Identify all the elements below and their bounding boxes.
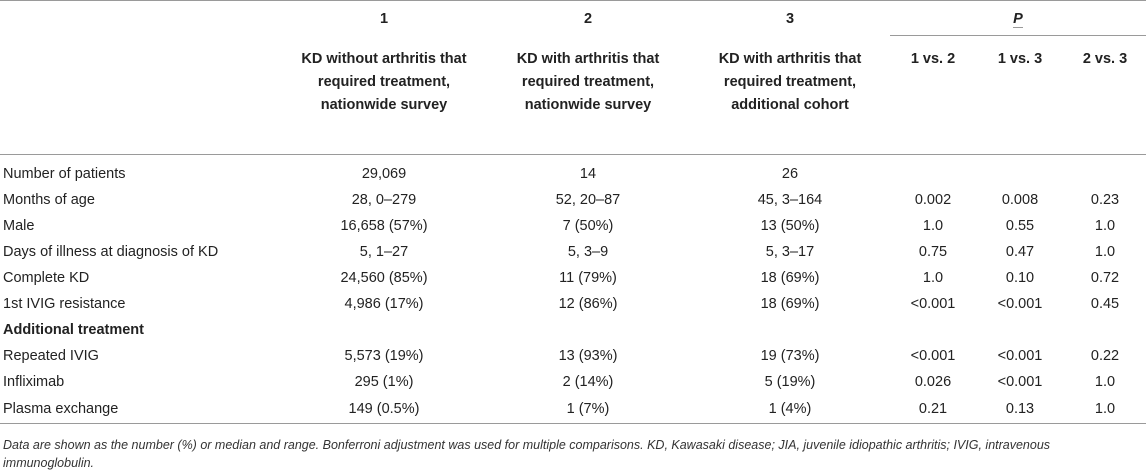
cell-p-1-vs-2: 1.0 <box>922 269 944 286</box>
header-desc-group-2: KD with arthritis that required treatmen… <box>486 36 690 155</box>
cell-group-3: 18 (69%) <box>760 295 820 312</box>
cell-p-1-vs-2: 1.0 <box>922 217 944 234</box>
cell-group-2: 52, 20–87 <box>555 191 621 208</box>
table-row: Months of age 28, 0–279 52, 20–87 45, 3–… <box>0 187 1146 213</box>
cell-p-2-vs-3 <box>1064 154 1146 187</box>
cell-p-1-vs-3 <box>976 154 1064 187</box>
table-row: 1st IVIG resistance 4,986 (17%) 12 (86%)… <box>0 291 1146 317</box>
cell-group-3: 1 (4%) <box>690 394 890 424</box>
section-label: Additional treatment <box>3 321 144 338</box>
table-row: Male 16,658 (57%) 7 (50%) 13 (50%) 1.0 0… <box>0 213 1146 239</box>
cell-group-3: 13 (50%) <box>760 217 820 234</box>
row-label: Plasma exchange <box>0 394 282 424</box>
cell-group-1: 4,986 (17%) <box>344 295 424 312</box>
table-row: Complete KD 24,560 (85%) 11 (79%) 18 (69… <box>0 265 1146 291</box>
cell-p-1-vs-2 <box>890 154 976 187</box>
header-group-2: 2 <box>486 0 690 36</box>
cell-group-1: 5, 1–27 <box>359 243 409 260</box>
cell-p-2-vs-3: 1.0 <box>1094 243 1116 260</box>
header-comparison-1-vs-2: 1 vs. 2 <box>890 36 976 155</box>
cell-group-3: 26 <box>781 165 799 182</box>
cell-group-1: 24,560 (85%) <box>340 269 428 286</box>
header-desc-corner <box>0 36 282 155</box>
cell-group-2: 7 (50%) <box>562 217 614 234</box>
row-label: Complete KD <box>3 269 90 286</box>
cell-group-3: 18 (69%) <box>760 269 820 286</box>
row-label: Number of patients <box>3 165 126 182</box>
cell-group-3: 5, 3–17 <box>765 243 815 260</box>
cell-group-2: 5, 3–9 <box>567 243 609 260</box>
row-label: 1st IVIG resistance <box>3 295 126 312</box>
header-group-row: 1 2 3 P <box>0 0 1146 36</box>
cell-p-2-vs-3: 0.23 <box>1090 191 1120 208</box>
header-description-row: KD without arthritis that required treat… <box>0 36 1146 155</box>
row-label: Days of illness at diagnosis of KD <box>3 243 219 260</box>
table-row: Number of patients 29,069 14 26 <box>0 154 1146 187</box>
cell-p-1-vs-3: 0.55 <box>1005 217 1035 234</box>
cell-p-1-vs-2: 0.75 <box>918 243 948 260</box>
table-row: Plasma exchange 149 (0.5%) 1 (7%) 1 (4%)… <box>0 394 1146 424</box>
cell-group-3: 19 (73%) <box>760 347 820 364</box>
cell-group-2: 12 (86%) <box>558 295 618 312</box>
comparison-table-container: 1 2 3 P KD without arthritis that requir… <box>0 0 1146 424</box>
cell-group-2: 2 (14%) <box>562 373 614 390</box>
header-group-1: 1 <box>282 0 486 36</box>
cell-group-1: 16,658 (57%) <box>340 217 428 234</box>
p-value-header-rule <box>890 35 1146 36</box>
cell-group-2: 14 <box>579 165 597 182</box>
header-comparison-1-vs-3: 1 vs. 3 <box>976 36 1064 155</box>
cell-group-1: 149 (0.5%) <box>282 394 486 424</box>
section-row: Additional treatment <box>0 317 1146 343</box>
cell-group-2: 1 (7%) <box>486 394 690 424</box>
header-comparison-2-vs-3: 2 vs. 3 <box>1064 36 1146 155</box>
header-desc-group-1: KD without arthritis that required treat… <box>282 36 486 155</box>
cell-p-2-vs-3: 1.0 <box>1094 217 1116 234</box>
cell-p-1-vs-3: <0.001 <box>997 347 1043 364</box>
cell-p-1-vs-3: 0.10 <box>1005 269 1035 286</box>
row-label: Male <box>3 217 35 234</box>
cell-group-2: 11 (79%) <box>559 269 617 286</box>
row-label: Infliximab <box>3 373 65 390</box>
comparison-table: 1 2 3 P KD without arthritis that requir… <box>0 0 1146 424</box>
cell-p-1-vs-2: 0.21 <box>890 394 976 424</box>
table-footnote: Data are shown as the number (%) or medi… <box>3 438 1051 470</box>
cell-p-1-vs-2: <0.001 <box>910 295 956 312</box>
header-p-value: P <box>890 0 1146 36</box>
cell-p-1-vs-3: 0.008 <box>1001 191 1039 208</box>
cell-group-3: 5 (19%) <box>764 373 816 390</box>
cell-p-1-vs-3: 0.47 <box>1005 243 1035 260</box>
cell-p-1-vs-3: <0.001 <box>997 295 1043 312</box>
cell-group-3: 45, 3–164 <box>757 191 823 208</box>
header-corner <box>0 0 282 36</box>
row-label: Repeated IVIG <box>3 347 99 364</box>
cell-p-2-vs-3: 0.22 <box>1090 347 1120 364</box>
cell-p-1-vs-3: <0.001 <box>997 373 1043 390</box>
table-row: Infliximab 295 (1%) 2 (14%) 5 (19%) 0.02… <box>0 369 1146 395</box>
cell-p-1-vs-3: 0.13 <box>976 394 1064 424</box>
cell-group-1: 28, 0–279 <box>351 191 417 208</box>
cell-p-2-vs-3: 0.45 <box>1090 295 1120 312</box>
cell-group-1: 295 (1%) <box>354 373 414 390</box>
header-desc-group-3: KD with arthritis that required treatmen… <box>690 36 890 155</box>
cell-group-2: 13 (93%) <box>558 347 618 364</box>
cell-group-1: 29,069 <box>361 165 407 182</box>
cell-p-2-vs-3: 1.0 <box>1064 394 1146 424</box>
cell-group-1: 5,573 (19%) <box>344 347 424 364</box>
cell-p-1-vs-2: 0.026 <box>914 373 952 390</box>
header-group-3: 3 <box>690 0 890 36</box>
table-row: Days of illness at diagnosis of KD 5, 1–… <box>0 239 1146 265</box>
cell-p-2-vs-3: 0.72 <box>1090 269 1120 286</box>
table-row: Repeated IVIG 5,573 (19%) 13 (93%) 19 (7… <box>0 343 1146 369</box>
row-label: Months of age <box>3 191 95 208</box>
cell-p-1-vs-2: 0.002 <box>914 191 952 208</box>
cell-p-1-vs-2: <0.001 <box>910 347 956 364</box>
cell-p-2-vs-3: 1.0 <box>1094 373 1116 390</box>
